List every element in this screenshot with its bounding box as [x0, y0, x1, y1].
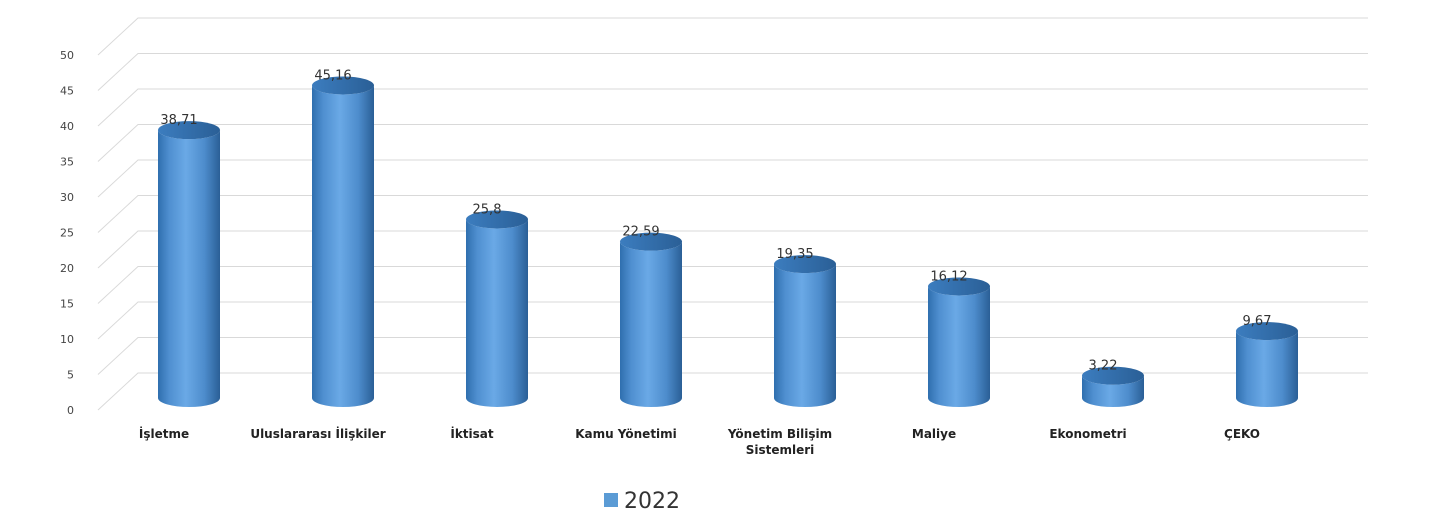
x-tick-label: ÇEKO — [1224, 427, 1260, 441]
bar-top — [620, 232, 682, 251]
gridline — [97, 124, 1368, 162]
y-tick-label: 15 — [60, 298, 74, 311]
bar-top — [1082, 366, 1144, 385]
gridline — [97, 53, 1368, 91]
data-label: 38,71 — [160, 113, 197, 128]
y-tick-label: 40 — [60, 120, 74, 133]
legend: 2022 — [604, 489, 680, 514]
bar-top — [466, 210, 528, 229]
bars — [158, 76, 1298, 407]
bar — [1236, 322, 1298, 407]
gridline — [97, 17, 1368, 56]
bar-body — [774, 264, 836, 407]
gridline — [97, 266, 1368, 304]
data-label: 45,16 — [314, 68, 351, 83]
bar — [928, 277, 990, 407]
y-tick-label: 25 — [60, 227, 74, 240]
bar — [620, 232, 682, 407]
legend-label: 2022 — [624, 489, 680, 514]
gridlines — [97, 17, 1368, 411]
y-axis-ticks: 0 5 10 15 20 25 30 35 40 45 50 — [60, 49, 74, 417]
y-tick-label: 0 — [67, 404, 74, 417]
bar — [466, 210, 528, 407]
bar-body — [620, 241, 682, 407]
y-tick-label: 45 — [60, 85, 74, 98]
y-tick-label: 5 — [67, 369, 74, 382]
bar — [774, 255, 836, 407]
bar — [312, 76, 374, 407]
x-tick-label: Maliye — [912, 427, 956, 441]
bar-top — [1236, 322, 1298, 341]
y-tick-label: 50 — [60, 49, 74, 62]
bar-body — [158, 130, 220, 407]
bar-top — [312, 76, 374, 95]
data-label: 3,22 — [1089, 359, 1118, 374]
x-axis-labels: İşletme Uluslararası İlişkiler İktisat Kamu… — [139, 426, 1260, 457]
bar-top — [158, 121, 220, 140]
x-tick-label: Ekonometri — [1049, 427, 1126, 441]
bar-top — [928, 277, 990, 296]
bar-top — [774, 255, 836, 274]
bar — [1082, 366, 1144, 407]
bar-body — [466, 219, 528, 407]
data-label: 19,35 — [776, 247, 813, 262]
bar-body — [312, 85, 374, 407]
bar — [158, 121, 220, 407]
gridline — [97, 88, 1368, 127]
data-label: 16,12 — [930, 269, 967, 284]
data-labels: 38,71 45,16 25,8 22,59 19,35 16,12 3,22 9,67 — [160, 68, 1271, 373]
bar-body — [1082, 375, 1144, 407]
x-tick-label: Yönetim Bilişim Sistemleri — [727, 427, 832, 457]
x-tick-label: Kamu Yönetimi — [575, 427, 677, 441]
legend-swatch — [604, 493, 618, 507]
y-tick-label: 30 — [60, 191, 74, 204]
x-tick-label: Uluslararası İlişkiler — [250, 426, 385, 441]
gridline — [97, 195, 1368, 233]
y-tick-label: 10 — [60, 333, 74, 346]
data-label: 9,67 — [1243, 314, 1272, 329]
gridline — [97, 337, 1368, 375]
data-label: 22,59 — [622, 225, 659, 240]
bar-body — [1236, 331, 1298, 407]
bar-body — [928, 286, 990, 407]
x-tick-label: İktisat — [450, 426, 494, 441]
gridline — [97, 301, 1368, 340]
gridline — [97, 159, 1368, 198]
gridline — [97, 230, 1368, 269]
y-tick-label: 20 — [60, 262, 74, 275]
y-tick-label: 35 — [60, 156, 74, 169]
data-label: 25,8 — [473, 202, 502, 217]
x-tick-label: İşletme — [139, 426, 189, 441]
gridline — [97, 372, 1368, 411]
